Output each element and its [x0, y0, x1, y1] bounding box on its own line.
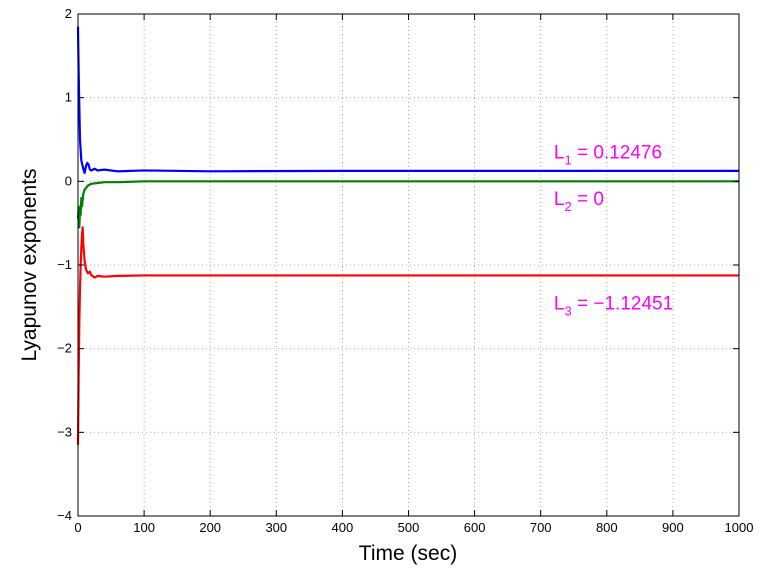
x-tick-label: 100	[133, 520, 155, 535]
x-tick-label: 500	[398, 520, 420, 535]
x-tick-label: 1000	[725, 520, 754, 535]
y-tick-label: 2	[65, 6, 72, 21]
series-group	[76, 26, 739, 445]
y-tick-label: −1	[57, 257, 72, 272]
series-line-3	[76, 226, 739, 445]
x-tick-label: 0	[74, 520, 81, 535]
annotation-L3: L3 = −1.12451	[554, 293, 673, 318]
x-tick-label: 200	[199, 520, 221, 535]
y-tick-label: 1	[65, 90, 72, 105]
y-tick-label: −3	[57, 424, 72, 439]
x-tick-label: 900	[662, 520, 684, 535]
x-tick-label: 600	[464, 520, 486, 535]
y-tick-label: 0	[65, 173, 72, 188]
annotation-L2: L2 = 0	[554, 189, 604, 214]
plot-background	[78, 14, 739, 516]
x-tick-label: 800	[596, 520, 618, 535]
annotations: L1 = 0.12476 L2 = 0 L3 = −1.12451	[554, 143, 673, 319]
x-tick-label: 400	[332, 520, 354, 535]
y-tick-label: −4	[57, 508, 72, 523]
y-tick-label: −2	[57, 341, 72, 356]
x-axis-label: Time (sec)	[359, 542, 457, 565]
series-line-2	[76, 180, 739, 229]
y-axis-label: Lyapunov exponents	[18, 168, 41, 361]
annotation-L1: L1 = 0.12476	[554, 143, 662, 168]
x-tick-label: 700	[530, 520, 552, 535]
axis-ticks: 0 100 200 300 400 500 600 700 800 900 1000 −4 −3 −2 −1…	[57, 6, 753, 535]
x-tick-label: 300	[265, 520, 287, 535]
series-line-1	[76, 26, 739, 175]
